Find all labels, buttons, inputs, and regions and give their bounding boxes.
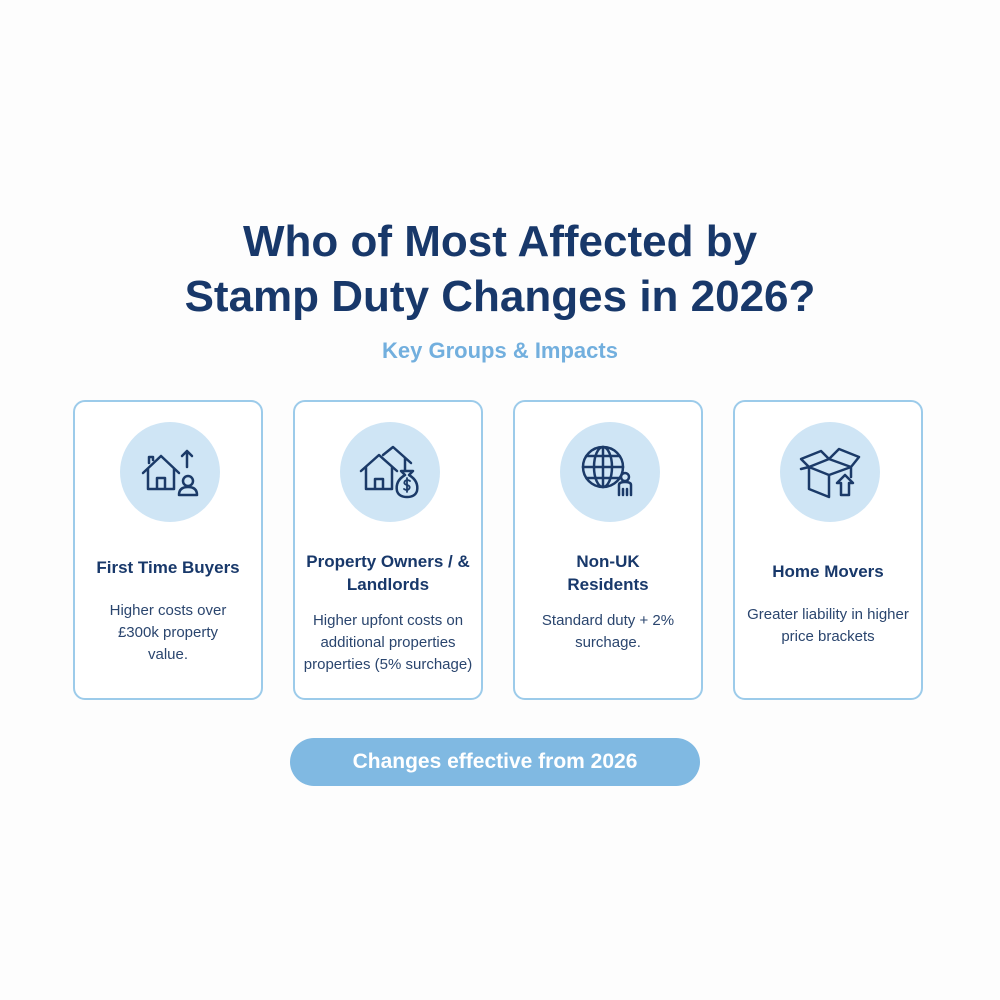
- card-title: First Time Buyers: [96, 558, 240, 577]
- effective-date-banner: Changes effective from 2026: [290, 738, 700, 786]
- page-title: Who of Most Affected by Stamp Duty Chang…: [0, 214, 1000, 324]
- houses-money-bag-icon: [340, 422, 440, 522]
- card-title: Home Movers: [772, 562, 884, 581]
- card-home-movers: Home Movers Greater liability in higher …: [733, 400, 923, 700]
- card-description: Standard duty + 2% surchage.: [541, 612, 675, 651]
- title-line-2: Stamp Duty Changes in 2026?: [184, 272, 816, 321]
- globe-person-icon: [560, 422, 660, 522]
- card-description: Higher costs over £300k property value.: [109, 602, 227, 663]
- box-arrow-icon: [780, 422, 880, 522]
- card-title: Property Owners / & Landlords: [306, 552, 470, 594]
- card-property-owners-landlords: Property Owners / & Landlords Higher upf…: [293, 400, 483, 700]
- subtitle: Key Groups & Impacts: [382, 338, 618, 363]
- title-line-1: Who of Most Affected by: [242, 217, 758, 266]
- card-first-time-buyers: First Time Buyers Higher costs over £300…: [73, 400, 263, 700]
- house-person-arrow-icon: [120, 422, 220, 522]
- card-title: Non-UK Residents: [567, 552, 649, 594]
- card-description: Greater liability in higher price bracke…: [747, 606, 909, 645]
- card-description: Higher upfont costs on additional proper…: [303, 612, 473, 673]
- card-non-uk-residents: Non-UK Residents Standard duty + 2% surc…: [513, 400, 703, 700]
